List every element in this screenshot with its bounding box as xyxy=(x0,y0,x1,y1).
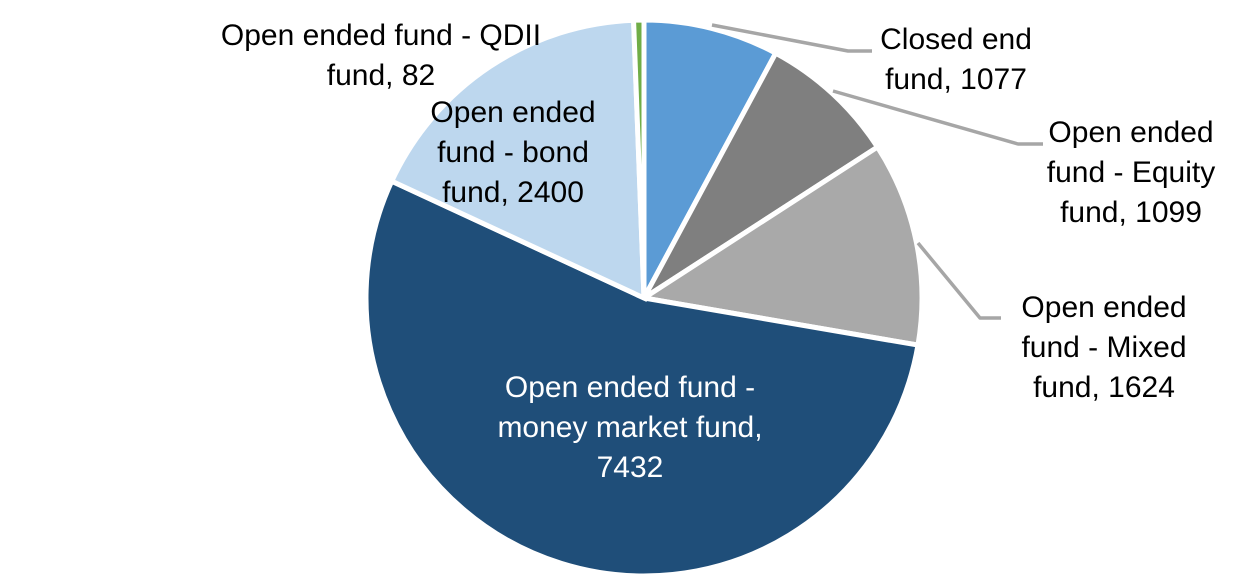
label-line: fund, 82 xyxy=(326,59,436,92)
label-qdii-fund: Open ended fund - QDII fund, 82 xyxy=(181,16,581,96)
label-line: Open ended xyxy=(1048,116,1214,149)
label-line: fund - bond xyxy=(437,136,589,169)
leader-line-mixed-fund xyxy=(916,241,1001,320)
pie-slice-equity-fund xyxy=(641,49,881,301)
label-line: money market fund, xyxy=(497,411,763,444)
pie-slice-qdii-fund xyxy=(630,17,647,299)
label-money-market-fund: Open ended fund - money market fund, 743… xyxy=(430,368,830,488)
pie-slice-money-market-fund xyxy=(363,177,921,579)
label-line: 7432 xyxy=(596,451,664,484)
label-line: fund, 1077 xyxy=(885,63,1027,96)
label-line: Open ended fund - QDII xyxy=(220,19,542,52)
pie-slice-bond-fund xyxy=(388,17,647,302)
label-equity-fund: Open ended fund - Equity fund, 1099 xyxy=(1021,113,1241,233)
leader-line-equity-fund xyxy=(832,89,1043,146)
label-line: Closed end xyxy=(880,23,1032,56)
label-bond-fund: Open ended fund - bond fund, 2400 xyxy=(363,93,663,213)
label-line: Open ended fund - xyxy=(504,371,756,404)
label-line: fund - Equity xyxy=(1046,156,1216,189)
label-line: Open ended xyxy=(1021,291,1187,324)
label-line: fund, 1099 xyxy=(1060,196,1202,229)
leader-line-closed-end-fund xyxy=(711,23,872,53)
label-line: Open ended xyxy=(430,96,596,129)
label-line: fund, 1624 xyxy=(1033,371,1175,404)
label-mixed-fund: Open ended fund - Mixed fund, 1624 xyxy=(994,288,1214,408)
label-closed-end-fund: Closed end fund, 1077 xyxy=(856,20,1056,100)
pie-slice-closed-end-fund xyxy=(641,17,780,300)
pie-slice-mixed-fund xyxy=(637,143,925,348)
label-line: fund, 2400 xyxy=(442,176,584,209)
label-line: fund - Mixed xyxy=(1021,331,1187,364)
